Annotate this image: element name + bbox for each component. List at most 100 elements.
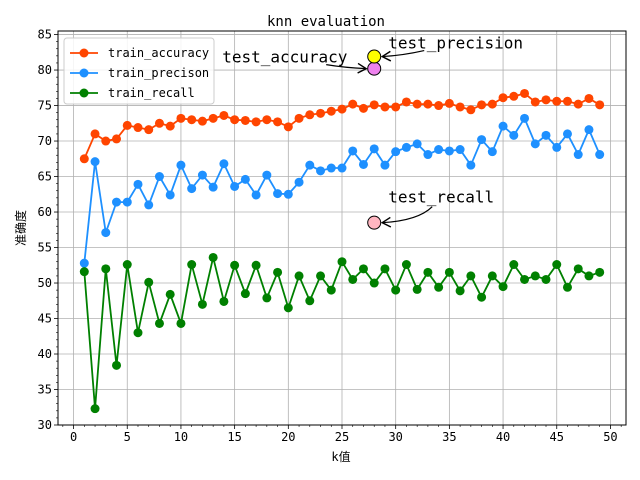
data-point-train_precison [530,139,540,149]
x-axis-label: k值 [331,449,350,464]
data-point-train_accuracy [154,118,164,128]
data-point-train_accuracy [573,99,583,109]
chart-title: knn evaluation [267,14,385,30]
data-point-train_accuracy [380,102,390,112]
data-point-train_precison [337,163,347,173]
data-point-train_recall [197,299,207,309]
data-point-train_accuracy [412,99,422,109]
annotation-label-test_precision: test_precision [388,34,523,53]
data-point-train_precison [316,166,326,176]
data-point-train_accuracy [240,115,250,125]
data-point-train_recall [466,271,476,281]
y-tick-label: 55 [38,241,52,255]
data-point-train_accuracy [595,100,605,110]
data-point-train_precison [509,130,519,140]
legend-entry-train_recall: train_recall [70,86,195,100]
data-point-train_accuracy [208,113,218,123]
data-point-train_recall [455,286,465,296]
annotation-arrow-test_recall [380,206,433,228]
annotation-point-test_precision [367,49,382,64]
data-point-train_precison [90,157,100,167]
data-point-train_accuracy [477,100,487,110]
data-point-train_recall [369,278,379,288]
data-point-train_accuracy [251,117,261,127]
annotation-label-test_accuracy: test_accuracy [222,48,348,67]
y-tick-label: 60 [38,205,52,219]
y-axis-label: 准确度 [13,210,28,246]
data-point-train_recall [444,267,454,277]
data-point-train_precison [412,139,422,149]
data-point-train_accuracy [79,154,89,164]
data-point-train_accuracy [316,108,326,118]
data-point-train_accuracy [391,102,401,112]
data-point-train_accuracy [520,88,530,98]
data-point-train_precison [251,190,261,200]
data-point-train_recall [573,264,583,274]
legend-entry-train_precison: train_precison [70,66,209,80]
data-point-train_precison [262,170,272,180]
x-tick-label: 40 [496,430,510,444]
data-point-train_precison [562,129,572,139]
data-point-train_recall [584,271,594,281]
data-point-train_recall [101,264,111,274]
annotation-label-test_recall: test_recall [388,188,494,207]
data-point-train_recall [337,257,347,267]
data-point-train_precison [466,160,476,170]
data-point-train_precison [283,189,293,199]
data-point-train_recall [208,252,218,262]
data-point-train_recall [144,277,154,287]
x-tick-label: 30 [388,430,402,444]
data-point-train_precison [219,159,229,169]
annotation-test_accuracy: test_accuracy [222,48,382,76]
data-point-train_recall [477,292,487,302]
data-point-train_recall [294,271,304,281]
annotation-point-test_recall [367,215,382,230]
y-tick-label: 70 [38,134,52,148]
x-tick-label: 25 [335,430,349,444]
data-point-train_recall [391,285,401,295]
data-point-train_recall [530,271,540,281]
data-point-train_precison [165,190,175,200]
data-point-train_accuracy [230,115,240,125]
data-point-train_precison [294,177,304,187]
data-point-train_accuracy [273,117,283,127]
legend-label: train_precison [108,66,209,80]
data-point-train_accuracy [112,134,122,144]
data-point-train_accuracy [326,106,336,116]
data-point-train_precison [230,181,240,191]
legend-swatch-marker [79,48,89,58]
x-tick-label: 0 [70,430,77,444]
data-point-train_precison [144,200,154,210]
data-point-train_recall [562,282,572,292]
data-point-train_recall [283,303,293,313]
data-point-train_precison [520,113,530,123]
x-tick-label: 15 [227,430,241,444]
data-point-train_recall [240,289,250,299]
data-point-train_recall [79,267,89,277]
y-tick-label: 80 [38,63,52,77]
data-point-train_accuracy [552,96,562,106]
data-point-train_recall [176,318,186,328]
y-tick-label: 50 [38,276,52,290]
data-point-train_accuracy [541,95,551,105]
data-point-train_precison [552,142,562,152]
data-point-train_precison [133,179,143,189]
data-point-train_accuracy [455,102,465,112]
data-point-train_accuracy [337,104,347,114]
data-point-train_accuracy [584,93,594,103]
data-point-train_precison [434,145,444,155]
data-point-train_precison [122,197,132,207]
data-point-train_precison [444,146,454,156]
data-point-train_recall [90,404,100,414]
x-tick-label: 35 [442,430,456,444]
data-point-train_accuracy [509,91,519,101]
data-point-train_accuracy [530,97,540,107]
y-axis: 30 35 40 45 50 55 60 65 70 75 80 85 [38,28,58,432]
data-point-train_accuracy [283,122,293,132]
y-tick-label: 75 [38,99,52,113]
data-point-train_recall [358,264,368,274]
data-point-train_recall [401,260,411,270]
annotation-test_precision: test_precision [367,34,523,64]
data-point-train_recall [509,260,519,270]
